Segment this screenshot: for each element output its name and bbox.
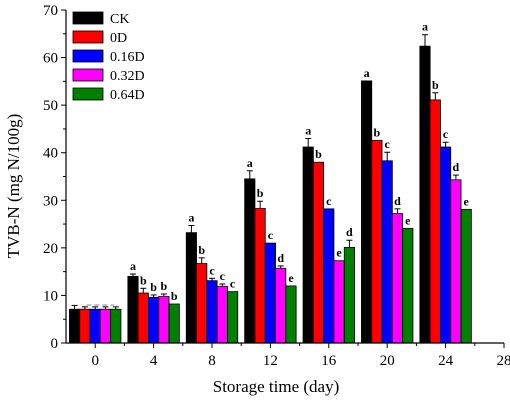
y-tick-label: 30 — [43, 193, 58, 209]
significance-letter: c — [209, 263, 215, 277]
significance-letter: e — [464, 194, 470, 208]
bar-0.16D-day-24 — [440, 146, 452, 344]
bar-0.32D-day-24 — [450, 179, 462, 344]
bar-0D-day-8 — [196, 263, 208, 344]
significance-letter: a — [247, 156, 253, 170]
bar-0.16D-day-20 — [381, 160, 393, 344]
legend-label: 0.16D — [110, 50, 145, 65]
bar-0.64D-day-20 — [402, 227, 414, 344]
y-tick-label: 70 — [43, 3, 58, 19]
bar-0.64D-day-12 — [285, 285, 297, 344]
x-axis-label: Storage time (day) — [213, 377, 340, 396]
x-tick-label: 28 — [497, 353, 510, 369]
significance-letter: e — [336, 246, 342, 260]
bar-0.16D-day-8 — [206, 280, 218, 344]
bar-CK-day-24 — [419, 45, 431, 344]
bar-0.32D-day-0 — [99, 308, 112, 344]
x-tick-label: 20 — [380, 353, 395, 369]
legend-label: 0D — [110, 31, 127, 46]
significance-letter: a — [130, 259, 136, 273]
significance-letter: c — [443, 127, 449, 141]
y-axis-label: TVB-N (mg N/100g) — [4, 114, 23, 258]
significance-letter: c — [268, 228, 274, 242]
legend-swatch-0D — [72, 30, 104, 44]
bar-0.64D-day-4 — [168, 303, 180, 344]
bar-CK-day-20 — [361, 80, 373, 344]
bar-0.32D-day-16 — [333, 260, 345, 344]
legend-swatch-0.32D — [72, 68, 104, 82]
significance-letter: e — [405, 213, 411, 227]
significance-letter: b — [257, 186, 264, 200]
bar-0.16D-day-16 — [323, 208, 335, 344]
bar-0D-day-16 — [312, 161, 325, 344]
legend: CK 0D 0.16D 0.32D 0.64D — [72, 11, 145, 103]
significance-letter: d — [453, 160, 460, 174]
x-tick-label: 0 — [91, 353, 99, 369]
legend-label: 0.32D — [110, 69, 145, 84]
bar-0.16D-day-12 — [264, 242, 276, 344]
bar-0.32D-day-4 — [158, 295, 170, 344]
bar-CK-day-12 — [244, 178, 256, 344]
legend-label: CK — [110, 12, 129, 27]
y-tick-label: 10 — [43, 288, 58, 304]
x-tick-label: 8 — [208, 353, 216, 369]
significance-letter: b — [374, 125, 381, 139]
y-tick-label: 50 — [43, 98, 58, 114]
x-tick-label: 24 — [438, 353, 454, 369]
significance-letter: b — [150, 280, 157, 294]
bar-0.64D-day-8 — [227, 291, 239, 344]
y-tick-label: 0 — [51, 336, 59, 352]
significance-letter: a — [305, 123, 311, 137]
bar-0.64D-day-24 — [460, 208, 472, 344]
significance-letter: d — [394, 194, 401, 208]
bars-layer — [69, 45, 472, 344]
significance-letter: b — [171, 289, 178, 303]
y-tick-label: 40 — [43, 146, 58, 162]
significance-letter: c — [326, 194, 332, 208]
bar-0D-day-0 — [79, 308, 91, 344]
bar-0.64D-day-0 — [110, 308, 122, 344]
y-tick-label: 20 — [43, 241, 58, 257]
error-bars-layer — [71, 34, 459, 310]
bar-CK-day-4 — [127, 275, 139, 344]
bar-0.16D-day-4 — [148, 296, 160, 344]
legend-swatch-CK — [72, 11, 104, 25]
significance-letter: b — [198, 243, 205, 257]
bar-0D-day-12 — [254, 207, 266, 344]
legend-label: 0.64D — [110, 88, 145, 103]
x-tick-label: 4 — [150, 353, 158, 369]
significance-letter: a — [422, 20, 428, 34]
significance-letter: b — [432, 78, 439, 92]
bar-0.16D-day-0 — [89, 308, 101, 344]
significance-letter: c — [220, 269, 226, 283]
legend-swatch-0.64D — [72, 87, 104, 101]
bar-0.32D-day-12 — [275, 267, 287, 344]
significance-letter: b — [315, 147, 322, 161]
bar-0D-day-24 — [429, 99, 441, 344]
significance-letter: a — [364, 66, 370, 80]
significance-letter: a — [188, 210, 194, 224]
significance-letter: c — [230, 277, 236, 291]
bar-0.64D-day-16 — [343, 246, 355, 344]
significance-letter: d — [277, 251, 284, 265]
bar-0.32D-day-8 — [216, 285, 228, 344]
significance-letter: d — [346, 225, 353, 239]
significance-letter: e — [288, 271, 294, 285]
x-tick-label: 16 — [321, 353, 337, 369]
bar-CK-day-8 — [185, 232, 197, 344]
bar-0.32D-day-20 — [391, 213, 404, 344]
bar-0D-day-4 — [137, 292, 149, 344]
significance-letter: b — [161, 279, 168, 293]
legend-swatch-0.16D — [72, 49, 104, 63]
bar-CK-day-0 — [69, 308, 81, 344]
significance-letter: c — [385, 137, 391, 151]
bar-0D-day-20 — [371, 139, 383, 344]
axes-layer: 0 10 20 30 40 50 60 70 0 4 8 12 16 20 24 28 — [43, 3, 510, 369]
x-tick-label: 12 — [263, 353, 278, 369]
bar-CK-day-16 — [302, 146, 314, 344]
significance-letter: b — [140, 273, 147, 287]
y-tick-label: 60 — [43, 51, 58, 67]
